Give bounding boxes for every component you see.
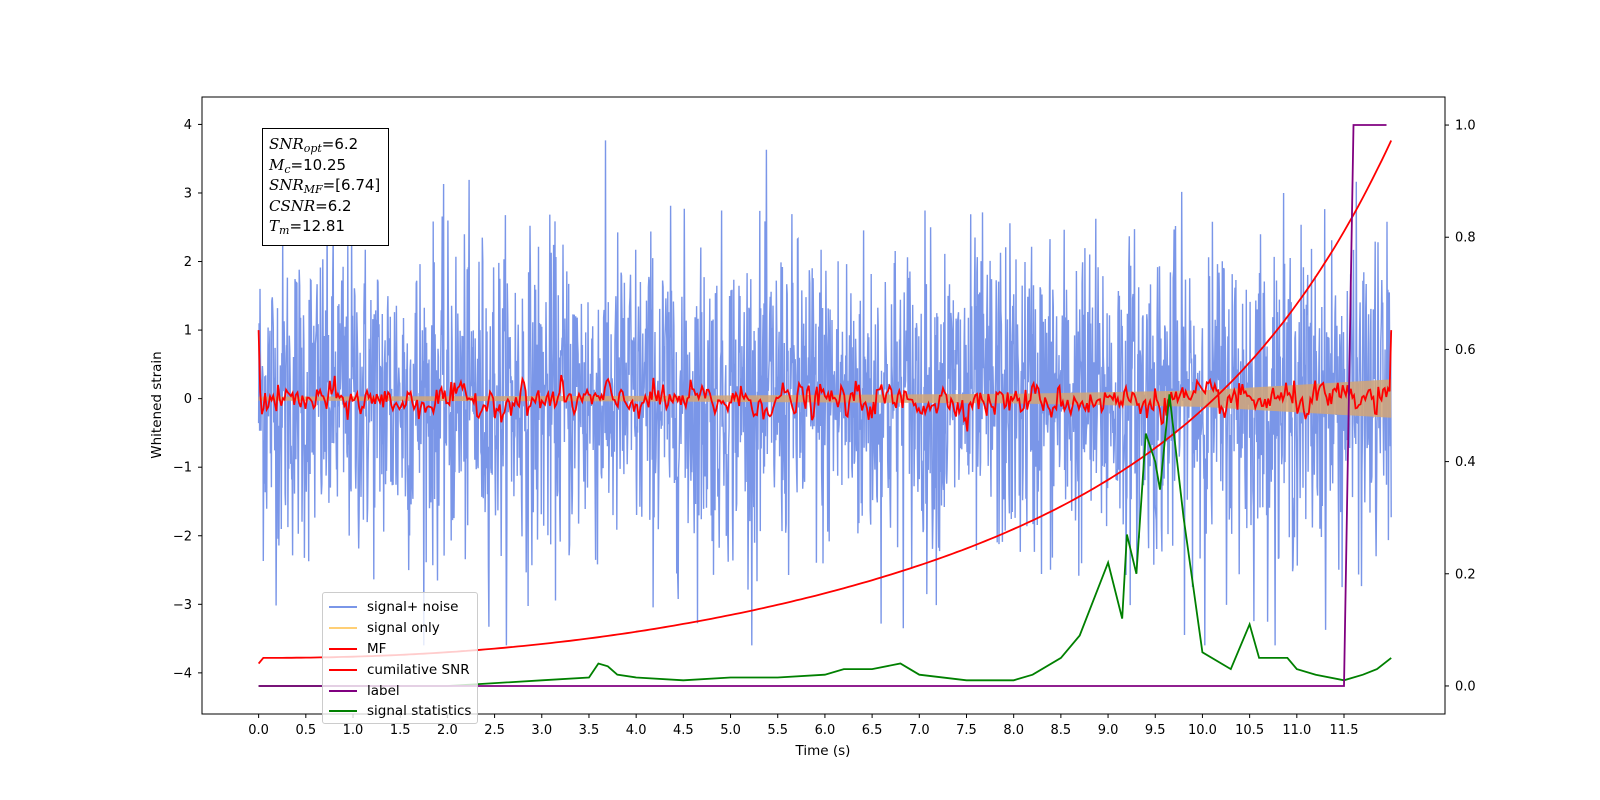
x-tick-label: 5.0 — [720, 723, 741, 738]
annotation-symbol: SNR — [269, 135, 304, 153]
annotation-symbol: T — [269, 217, 280, 235]
annotation-symbol: CSNR — [269, 196, 316, 215]
y2-tick-label: 0.4 — [1455, 455, 1476, 470]
annotation-subscript: c — [284, 162, 291, 176]
y2-tick-label: 1.0 — [1455, 119, 1476, 134]
legend-item: MF — [329, 639, 477, 660]
annotation-line: Tm=12.81 — [269, 216, 382, 237]
legend-label: signal+ noise — [367, 599, 459, 616]
annotation-line: CSNR=6.2 — [269, 196, 382, 217]
x-tick-label: 10.0 — [1188, 723, 1217, 738]
annotation-subscript: MF — [303, 183, 323, 196]
series-mf — [257, 330, 1393, 432]
x-tick-label: 8.5 — [1051, 723, 1072, 738]
legend-item: label — [329, 680, 477, 701]
x-tick-label: 1.5 — [390, 723, 411, 738]
legend-item: signal only — [329, 618, 477, 639]
x-tick-label: 3.0 — [531, 723, 552, 738]
legend-label: signal only — [367, 620, 440, 637]
x-tick-label: 9.0 — [1098, 723, 1119, 738]
x-tick-label: 1.0 — [343, 723, 364, 738]
x-tick-label: 11.5 — [1330, 723, 1359, 738]
x-tick-label: 5.5 — [767, 723, 788, 738]
legend-swatch — [329, 689, 357, 692]
x-tick-label: 3.5 — [579, 723, 600, 738]
series-label — [258, 124, 1387, 687]
y-tick-label: 1 — [184, 324, 192, 339]
annotation-value: =12.81 — [289, 217, 345, 235]
x-tick-label: 4.0 — [626, 723, 647, 738]
y-tick-label: −1 — [173, 461, 192, 476]
y-tick-label: 4 — [184, 118, 192, 133]
legend-label: signal statistics — [367, 703, 472, 720]
y-tick-label: 0 — [184, 392, 192, 407]
series-signal-statistics — [258, 394, 1392, 687]
x-tick-label: 8.0 — [1003, 723, 1024, 738]
annotation-line: Mc=10.25 — [269, 155, 382, 176]
y-axis-left: 4 3 2 1 0 −1 −2 −3 −4 — [173, 118, 202, 681]
x-tick-label: 9.5 — [1145, 723, 1166, 738]
legend-label: cumilative SNR — [367, 661, 470, 678]
annotation-subscript: opt — [303, 142, 322, 155]
x-tick-label: 11.0 — [1282, 723, 1311, 738]
y2-tick-label: 0.0 — [1455, 679, 1476, 694]
y2-tick-label: 0.6 — [1455, 343, 1476, 358]
y-tick-label: −4 — [173, 666, 192, 681]
x-tick-label: 2.0 — [437, 723, 458, 738]
y-tick-label: 3 — [184, 186, 192, 201]
annotation-value: =6.2 — [321, 135, 359, 153]
annotation-line: SNRopt=6.2 — [269, 134, 382, 155]
x-tick-label: 4.5 — [673, 723, 694, 738]
x-tick-label: 0.0 — [248, 723, 269, 738]
x-tick-label: 10.5 — [1235, 723, 1264, 738]
x-axis: 0.0 0.5 1.0 1.5 2.0 2.5 3.0 3.5 4.0 4.5 5.0 5.5 6.0 6… — [248, 714, 1358, 738]
legend: signal+ noise signal only MF cumilative SNR… — [322, 592, 478, 724]
axes-frame — [201, 96, 1446, 715]
x-axis-label: Time (s) — [795, 743, 851, 759]
y-tick-label: 2 — [184, 255, 192, 270]
annotation-value: =[6.74] — [322, 176, 381, 194]
annotation-line: SNRMF=[6.74] — [269, 175, 382, 196]
x-tick-label: 2.5 — [484, 723, 505, 738]
x-tick-label: 7.5 — [956, 723, 977, 738]
series-signal-only — [258, 379, 1392, 418]
y2-tick-label: 0.8 — [1455, 231, 1476, 246]
annotation-symbol: M — [269, 155, 285, 174]
annotation-subscript: m — [279, 224, 290, 237]
legend-item: signal+ noise — [329, 597, 477, 618]
annotation-symbol: SNR — [269, 176, 304, 194]
legend-swatch — [329, 606, 357, 609]
legend-label: label — [367, 682, 400, 699]
x-tick-label: 6.0 — [815, 723, 836, 738]
annotation-value: =6.2 — [315, 196, 352, 215]
y-axis-label: Whitened strain — [149, 351, 165, 458]
legend-item: signal statistics — [329, 701, 477, 722]
y-axis-right: 1.0 0.8 0.6 0.4 0.2 0.0 — [1445, 119, 1476, 694]
legend-item: cumilative SNR — [329, 659, 477, 680]
legend-swatch — [329, 647, 357, 650]
annotation-box: SNRopt=6.2 Mc=10.25 SNRMF=[6.74] CSNR=6.2 Tm… — [262, 128, 389, 246]
legend-swatch — [329, 668, 357, 671]
x-tick-label: 7.0 — [909, 723, 930, 738]
x-tick-label: 6.5 — [862, 723, 883, 738]
y2-tick-label: 0.2 — [1455, 567, 1476, 582]
legend-label: MF — [367, 640, 387, 657]
x-tick-label: 0.5 — [295, 723, 316, 738]
annotation-value: =10.25 — [290, 155, 347, 174]
y-tick-label: −2 — [173, 529, 192, 544]
legend-swatch — [329, 627, 357, 630]
legend-swatch — [329, 710, 357, 713]
y-tick-label: −3 — [173, 598, 192, 613]
